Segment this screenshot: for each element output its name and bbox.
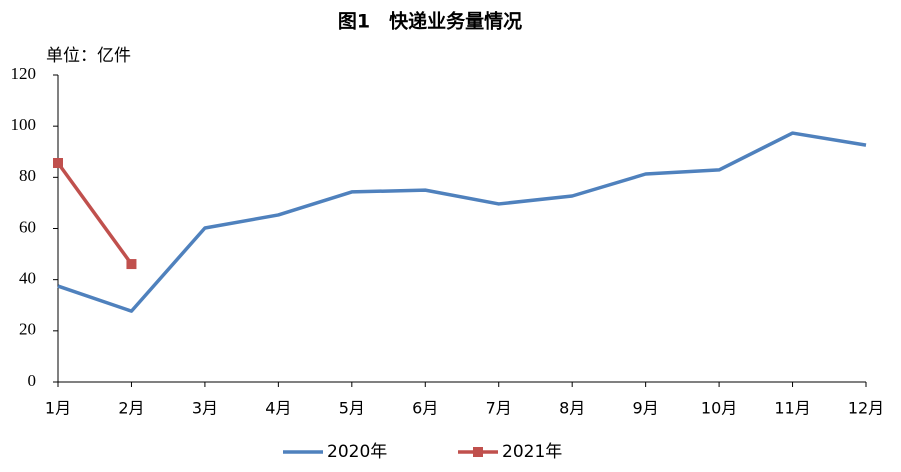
y-tick-label: 20 bbox=[19, 320, 36, 339]
series-line bbox=[57, 131, 867, 313]
legend-label: 2020年 bbox=[327, 442, 387, 462]
y-tick-label: 120 bbox=[11, 64, 37, 83]
x-tick-label: 8月 bbox=[559, 399, 585, 418]
legend-marker bbox=[473, 447, 483, 457]
x-tick-label: 1月 bbox=[45, 399, 71, 418]
marker bbox=[53, 158, 63, 169]
x-tick-label: 10月 bbox=[701, 399, 737, 418]
chart-title: 图1 快递业务量情况 bbox=[338, 10, 522, 33]
y-tick-label: 100 bbox=[11, 115, 37, 134]
y-tick-label: 40 bbox=[19, 269, 36, 288]
x-tick-label: 2月 bbox=[118, 399, 144, 418]
series-line bbox=[56, 161, 133, 266]
legend-label: 2021年 bbox=[502, 442, 562, 462]
x-tick-label: 12月 bbox=[848, 399, 884, 418]
x-tick-label: 3月 bbox=[192, 399, 218, 418]
y-tick-label: 60 bbox=[19, 217, 36, 236]
y-tick-label: 0 bbox=[28, 371, 37, 390]
unit-label: 单位：亿件 bbox=[46, 46, 131, 66]
marker bbox=[126, 259, 137, 270]
x-tick-label: 5月 bbox=[339, 399, 365, 418]
x-tick-label: 7月 bbox=[486, 399, 512, 418]
y-tick-label: 80 bbox=[19, 166, 36, 185]
x-tick-label: 11月 bbox=[774, 399, 810, 418]
x-tick-label: 9月 bbox=[633, 399, 659, 418]
x-tick-label: 6月 bbox=[412, 399, 438, 418]
x-tick-label: 4月 bbox=[265, 399, 291, 418]
